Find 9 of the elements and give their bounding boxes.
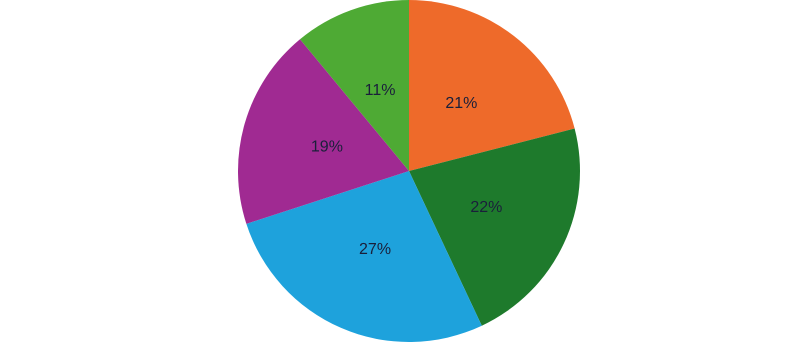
data-label: 22% [470, 198, 502, 216]
pie-slice [409, 0, 575, 171]
pie-slice [238, 39, 409, 224]
data-label: 21% [445, 94, 478, 112]
pie-slice [300, 0, 409, 171]
data-label: 11% [364, 82, 396, 100]
data-label: 27% [359, 240, 392, 258]
pie-slice [409, 128, 580, 326]
data-label: 19% [310, 138, 343, 156]
